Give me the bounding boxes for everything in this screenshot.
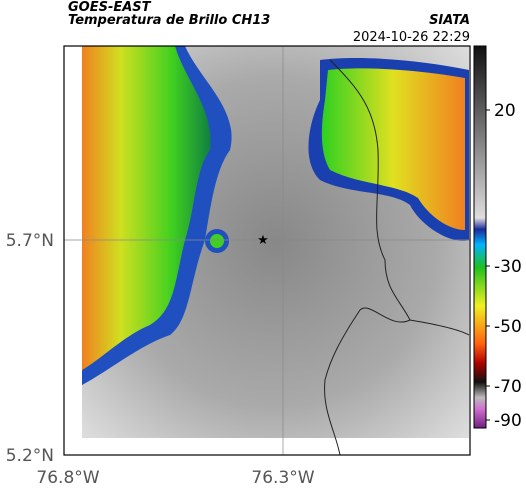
source: SIATA xyxy=(429,13,470,28)
colorbar xyxy=(473,45,487,429)
colorbar-label: 20 xyxy=(494,101,516,121)
cloud-right xyxy=(321,68,465,230)
colorbar-label: -50 xyxy=(494,317,522,337)
lat-label: 5.2°N xyxy=(6,446,54,466)
colorbar-label: -70 xyxy=(494,377,522,397)
colorbar-ticks: 20 -30 -50 -70 -90 xyxy=(486,101,522,431)
location-star: ★ xyxy=(257,233,269,248)
border xyxy=(324,59,470,456)
colorbar-label: -30 xyxy=(494,257,522,277)
cell-core xyxy=(210,234,224,248)
map-area: ★ xyxy=(63,45,471,456)
map-frame xyxy=(63,45,471,456)
subtitle: Temperatura de Brillo CH13 xyxy=(68,13,270,28)
lon-label: 76.3°W xyxy=(251,468,314,488)
lat-label: 5.7°N xyxy=(6,231,54,251)
datetime: 2024-10-26 22:29 xyxy=(353,30,470,45)
lon-label: 76.8°W xyxy=(36,468,99,488)
cloud-left xyxy=(82,46,211,370)
colorbar-label: -90 xyxy=(494,411,522,431)
title: GOES-EAST xyxy=(68,0,152,15)
